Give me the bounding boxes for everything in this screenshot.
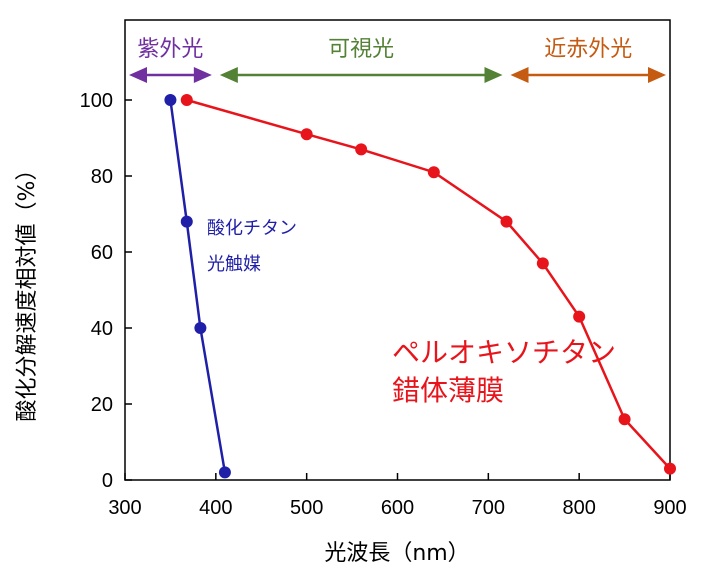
annotation-peroxotitanium: ペルオキソチタン xyxy=(392,336,616,369)
data-point-series-1 xyxy=(573,310,586,323)
band-label: 紫外光 xyxy=(137,37,203,62)
band-label: 可視光 xyxy=(328,37,394,62)
annotation-complex-film: 錯体薄膜 xyxy=(392,374,504,407)
x-axis-title: 光波長（nm） xyxy=(324,541,469,566)
y-tick-label: 20 xyxy=(91,394,113,416)
y-tick-label: 40 xyxy=(91,318,113,340)
data-point-series-0 xyxy=(194,322,207,334)
x-tick-label: 900 xyxy=(653,497,686,519)
data-point-series-1 xyxy=(664,462,676,475)
data-point-series-1 xyxy=(536,257,549,270)
series-group xyxy=(164,94,676,479)
data-point-series-1 xyxy=(500,215,513,228)
axes xyxy=(124,19,671,481)
annotation-photocatalyst: 光触媒 xyxy=(207,254,261,275)
band-0: 紫外光 xyxy=(129,37,212,83)
band-arrow-head-left xyxy=(219,67,238,83)
data-point-series-1 xyxy=(427,166,440,179)
plot-frame xyxy=(124,19,671,481)
x-tick-label: 700 xyxy=(472,497,505,519)
y-tick-label: 60 xyxy=(91,242,113,264)
y-ticks: 0 20 40 60 80 100 xyxy=(80,90,132,492)
data-point-series-1 xyxy=(300,128,313,141)
y-tick-label: 0 xyxy=(102,470,113,492)
data-point-series-0 xyxy=(180,215,193,228)
data-point-series-0 xyxy=(164,94,177,106)
x-tick-label: 400 xyxy=(199,497,232,519)
band-arrow-head-right xyxy=(484,67,503,83)
x-tick-label: 300 xyxy=(108,497,141,519)
annotation-titanium-oxide: 酸化チタン xyxy=(207,218,297,239)
band-arrow-head-left xyxy=(510,67,529,83)
data-point-series-1 xyxy=(355,143,368,156)
series-line-0 xyxy=(169,99,227,473)
series-line-1 xyxy=(186,98,671,470)
band-arrow-head-left xyxy=(129,67,147,83)
x-tick-label: 600 xyxy=(381,497,414,519)
data-point-series-1 xyxy=(618,413,631,426)
x-ticks: 300 400 500 600 700 800 900 xyxy=(108,473,687,519)
band-arrow-head-right xyxy=(648,67,666,83)
x-tick-label: 800 xyxy=(562,497,595,519)
band-label: 近赤外光 xyxy=(544,37,632,62)
wavelength-bands: 紫外光 可視光 近赤外光 xyxy=(129,37,666,83)
y-tick-label: 100 xyxy=(80,90,113,112)
data-point-series-1 xyxy=(180,94,193,106)
x-tick-label: 500 xyxy=(290,497,323,519)
band-2: 近赤外光 xyxy=(510,37,666,83)
band-1: 可視光 xyxy=(219,37,503,83)
data-point-series-0 xyxy=(218,466,231,479)
band-arrow-head-right xyxy=(193,67,212,83)
y-tick-label: 80 xyxy=(91,166,113,188)
y-axis-title: 酸化分解速度相対値（%） xyxy=(15,159,40,422)
